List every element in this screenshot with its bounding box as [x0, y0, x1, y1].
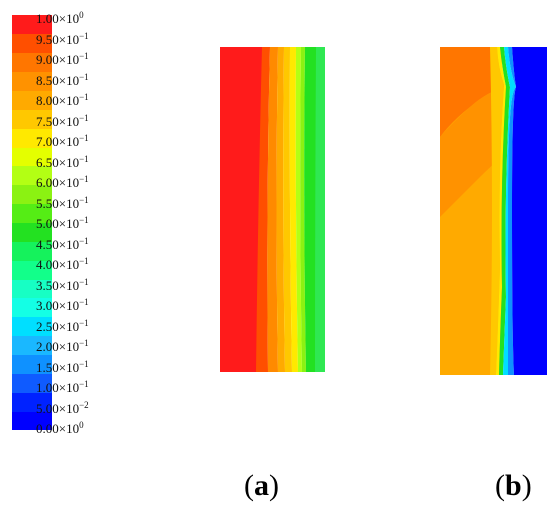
legend-tick-label: 7.50×10−1	[36, 112, 89, 129]
legend-tick-label: 8.50×10−1	[36, 71, 89, 88]
legend-swatch	[12, 52, 52, 73]
legend-tick-label: 1.50×10−1	[36, 358, 89, 375]
legend-swatch	[12, 373, 52, 393]
panel-label-a: (a)	[244, 469, 279, 502]
legend-tick-label: 1.00×10−1	[36, 379, 89, 395]
panel-label-b: (b)	[495, 469, 532, 502]
legend-tick-label: 4.50×10−1	[36, 235, 89, 252]
band-top-orange	[440, 47, 506, 137]
band-cyan	[503, 47, 516, 375]
band-light-green	[300, 47, 306, 372]
legend-swatch	[12, 15, 52, 35]
band-amber	[490, 47, 504, 375]
legend-tick-label: 0.00×100	[36, 420, 84, 436]
band-blue	[512, 47, 547, 375]
band-light-blue	[508, 47, 516, 375]
band-yellow	[496, 47, 506, 375]
legend-swatch	[12, 260, 52, 280]
color-legend: 1.00×100 9.50×10−1 9.00×10−1 8.50×10−1 8.00×…	[12, 10, 162, 435]
legend-tick-label: 2.50×10−1	[36, 317, 89, 334]
legend-swatch	[12, 71, 52, 91]
legend-swatch	[12, 165, 52, 186]
legend-swatch	[12, 392, 52, 412]
legend-tick-label: 7.00×10−1	[36, 133, 89, 149]
band-green	[499, 47, 510, 375]
legend-swatch	[12, 203, 52, 223]
band-light-orange	[276, 47, 285, 372]
band-orange-red	[256, 47, 270, 372]
legend-swatch	[12, 33, 52, 54]
legend-tick-label: 6.00×10−1	[36, 174, 89, 190]
legend-swatch	[12, 335, 52, 356]
legend-swatch	[12, 128, 52, 148]
legend-swatch	[12, 147, 52, 167]
legend-tick-label: 1.00×100	[36, 10, 84, 26]
legend-tick-label: 9.00×10−1	[36, 51, 89, 67]
legend-swatch	[12, 184, 52, 205]
legend-tick-label: 2.00×10−1	[36, 338, 89, 354]
band-lower-orange	[440, 157, 502, 375]
legend-tick-label: 3.00×10−1	[36, 297, 89, 313]
band-green-edge	[315, 47, 325, 372]
band-orange	[267, 47, 278, 372]
band-yellow	[289, 47, 298, 372]
band-red	[220, 47, 262, 372]
legend-tick-label: 5.50×10−1	[36, 194, 89, 211]
legend-swatch	[12, 354, 52, 374]
legend-swatch	[12, 241, 52, 261]
legend-tick-label: 5.00×10−1	[36, 215, 89, 231]
band-yellow-green	[295, 47, 302, 372]
contour-panel-b	[440, 47, 547, 375]
legend-tick-label: 9.50×10−1	[36, 30, 89, 47]
legend-tick-label: 3.50×10−1	[36, 276, 89, 293]
legend-tick-label: 5.00×10−2	[36, 399, 89, 416]
legend-swatch	[12, 109, 52, 129]
legend-swatch	[12, 279, 52, 299]
legend-tick-label: 8.00×10−1	[36, 92, 89, 108]
legend-swatch	[12, 411, 52, 431]
legend-tick-label: 6.50×10−1	[36, 153, 89, 170]
legend-tick-label: 4.00×10−1	[36, 256, 89, 272]
legend-swatch	[12, 222, 52, 242]
legend-swatch	[12, 297, 52, 318]
legend-swatch	[12, 90, 52, 110]
band-amber	[283, 47, 292, 372]
contour-panel-a	[220, 47, 325, 372]
legend-swatch	[12, 316, 52, 337]
